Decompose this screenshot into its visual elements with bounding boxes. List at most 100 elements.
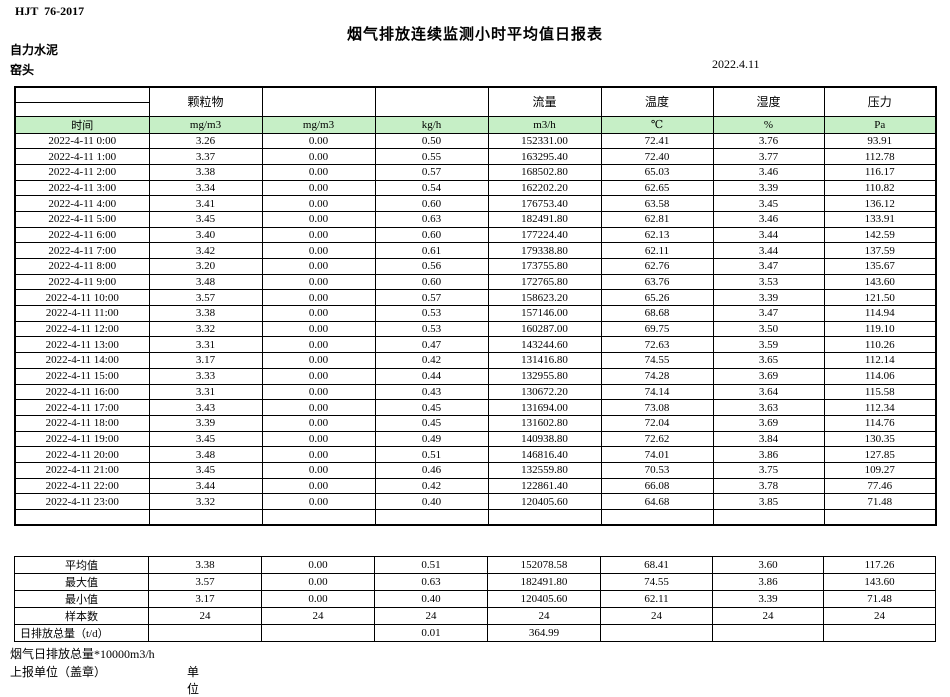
cell: 121.50: [823, 289, 937, 307]
cell: 74.28: [600, 367, 714, 385]
cell: 24: [148, 607, 262, 625]
cell: 0.00: [261, 414, 376, 432]
cell: 0.47: [374, 336, 489, 354]
cell: 3.46: [712, 163, 825, 181]
cell: 130.35: [823, 430, 937, 448]
cell: 3.50: [712, 320, 825, 338]
cell: 0.50: [374, 132, 489, 150]
cell: 157146.00: [487, 305, 602, 322]
cell: 182491.80: [487, 210, 602, 228]
cell: 172765.80: [487, 273, 602, 291]
cell: 3.40: [148, 226, 263, 244]
cell: 62.65: [600, 179, 714, 197]
cell: 3.84: [712, 430, 825, 448]
hour-data-row: 2022-4-11 23:00 3.32 0.00 0.40 120405.60 64.6…: [14, 493, 937, 510]
cell: 72.62: [600, 430, 714, 448]
cell: 2022-4-11 1:00: [14, 148, 150, 165]
unit-mg-m3-2: mg/m3: [261, 115, 376, 134]
header-pressure: 压力: [823, 86, 937, 117]
cell: 2022-4-11 5:00: [14, 210, 150, 228]
cell: 0.00: [261, 289, 376, 307]
cell: 3.32: [148, 493, 263, 510]
cell: 68.68: [600, 305, 714, 322]
cell: 2022-4-11 2:00: [14, 163, 150, 181]
cell: 3.60: [712, 556, 824, 574]
cell: 2022-4-11 7:00: [14, 242, 150, 259]
cell: 0.00: [261, 352, 376, 369]
cell: 0.00: [261, 179, 376, 197]
hour-data-row: 2022-4-11 21:00 3.45 0.00 0.46 132559.80 70.5…: [14, 461, 937, 479]
cell: 3.39: [148, 414, 263, 432]
cell: 3.38: [148, 163, 263, 181]
hour-data-row: 2022-4-11 5:00 3.45 0.00 0.63 182491.80 62.81…: [14, 210, 937, 228]
cell: 0.00: [261, 273, 376, 291]
cell: 72.04: [600, 414, 714, 432]
cell: 3.20: [148, 258, 263, 275]
cell: 0.00: [261, 320, 376, 338]
cell: 122861.40: [487, 477, 602, 495]
cell: 62.11: [600, 242, 714, 259]
cell: 3.57: [148, 289, 263, 307]
cell: 3.31: [148, 336, 263, 354]
summary-row: 最小值 3.17 0.00 0.40 120405.60 62.11 3.39 71.48: [14, 590, 936, 608]
cell: 0.60: [374, 226, 489, 244]
cell: 0.53: [374, 320, 489, 338]
cell: 152331.00: [487, 132, 602, 150]
cell: 160287.00: [487, 320, 602, 338]
cell: 176753.40: [487, 195, 602, 212]
cell: 63.58: [600, 195, 714, 212]
summary-row: 样本数 24 24 24 24 24 24 24: [14, 607, 936, 625]
cell: 3.86: [712, 446, 825, 463]
hour-data-row: 2022-4-11 4:00 3.41 0.00 0.60 176753.40 63.58…: [14, 195, 937, 212]
cell: 3.75: [712, 461, 825, 479]
cell: 3.53: [712, 273, 825, 291]
unit-celsius: ℃: [600, 115, 714, 134]
cell: 131694.00: [487, 399, 602, 416]
cell: 2022-4-11 3:00: [14, 179, 150, 197]
cell: 135.67: [823, 258, 937, 275]
cell: 2022-4-11 6:00: [14, 226, 150, 244]
cell: 3.69: [712, 367, 825, 385]
hour-data-row: 2022-4-11 14:00 3.17 0.00 0.42 131416.80 74.5…: [14, 352, 937, 369]
cell: 0.49: [374, 430, 489, 448]
cell: 0.45: [374, 399, 489, 416]
cell: 112.78: [823, 148, 937, 165]
hour-data-row: 2022-4-11 15:00 3.33 0.00 0.44 132955.80 74.2…: [14, 367, 937, 385]
cell: 2022-4-11 9:00: [14, 273, 150, 291]
cell: 0.00: [261, 573, 375, 591]
footer-labels: 上报单位（盖章） 单位: [10, 663, 199, 696]
cell: 最大值: [14, 573, 149, 591]
cell: [600, 624, 713, 642]
cell: 65.26: [600, 289, 714, 307]
cell: 72.40: [600, 148, 714, 165]
cell: 158623.20: [487, 289, 602, 307]
cell: 69.75: [600, 320, 714, 338]
cell: 3.39: [712, 179, 825, 197]
company-name: 自力水泥: [10, 43, 59, 57]
page-title: 烟气排放连续监测小时平均值日报表: [346, 27, 603, 43]
cell: 2022-4-11 20:00: [14, 446, 150, 463]
hour-data-row: 2022-4-11 6:00 3.40 0.00 0.60 177224.40 62.13…: [14, 226, 937, 244]
header-particulate: 颗粒物: [148, 86, 263, 117]
cell: 3.34: [148, 179, 263, 197]
cell: 3.42: [148, 242, 263, 259]
cell: 74.14: [600, 383, 714, 401]
cell: 3.17: [148, 352, 263, 369]
group-header-row: 颗粒物 流量 温度 湿度 压力: [14, 86, 937, 117]
cell: 3.63: [712, 399, 825, 416]
cell: 162202.20: [487, 179, 602, 197]
cell: [823, 624, 936, 642]
hour-data-row: 2022-4-11 2:00 3.38 0.00 0.57 168502.80 65.03…: [14, 163, 937, 181]
cell: 73.08: [600, 399, 714, 416]
header-temperature: 温度: [600, 86, 714, 117]
cell: 2022-4-11 23:00: [14, 493, 150, 510]
hour-data-row: 2022-4-11 9:00 3.48 0.00 0.60 172765.80 63.76…: [14, 273, 937, 291]
cell: 3.77: [712, 148, 825, 165]
cell: 132955.80: [487, 367, 602, 385]
cell: 2022-4-11 16:00: [14, 383, 150, 401]
cell: [261, 624, 375, 642]
cell: 2022-4-11 10:00: [14, 289, 150, 307]
cell: 65.03: [600, 163, 714, 181]
cell: 24: [487, 607, 601, 625]
cell: 0.60: [374, 273, 489, 291]
